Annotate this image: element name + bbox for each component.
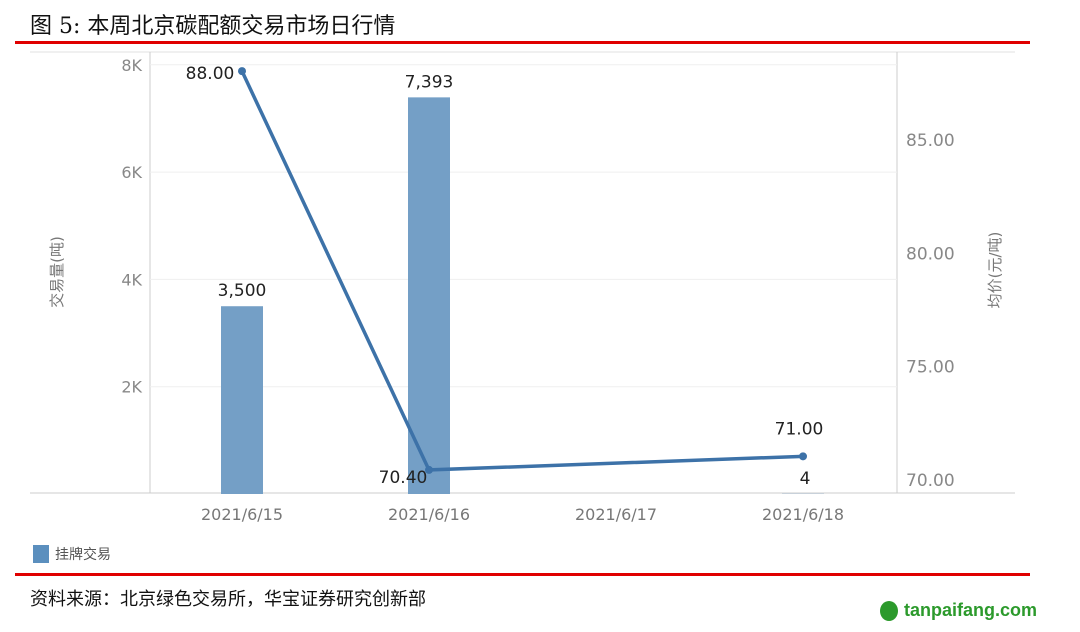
x-tick-label: 2021/6/18 [762, 505, 844, 524]
figure-title: 图 5: 本周北京碳配额交易市场日行情 [30, 14, 396, 39]
price-point [425, 465, 433, 474]
chart: 2K 4K 6K 8K 70.00 75.00 80.00 85.00 交易量(吨) 均价(元/吨… [30, 51, 1015, 524]
bottom-divider [15, 573, 1030, 576]
x-tick-label: 2021/6/17 [575, 505, 657, 524]
right-tick-label: 75.00 [906, 358, 955, 378]
left-tick-label: 6K [121, 163, 142, 182]
top-divider [15, 41, 1030, 44]
legend-swatch [33, 545, 49, 563]
bar-data-label: 7,393 [405, 72, 454, 92]
legend-label: 挂牌交易 [55, 547, 111, 563]
x-tick-label: 2021/6/16 [388, 505, 470, 524]
line-data-label: 88.00 [186, 64, 235, 84]
price-point [238, 67, 246, 76]
line-data-label: 71.00 [775, 419, 824, 439]
watermark-logo-icon [880, 600, 898, 621]
left-tick-label: 2K [121, 378, 142, 397]
right-axis-title: 均价(元/吨) [986, 232, 1004, 309]
price-line [240, 70, 804, 472]
left-tick-label: 8K [121, 56, 142, 75]
right-tick-label: 85.00 [906, 131, 955, 151]
price-point [799, 452, 807, 461]
legend: 挂牌交易 [33, 544, 111, 564]
watermark-text: tanpaifang.com [904, 600, 1038, 620]
source-note: 资料来源：北京绿色交易所，华宝证券研究创新部 [30, 589, 426, 610]
left-axis-title: 交易量(吨) [48, 236, 66, 308]
right-tick-label: 70.00 [906, 471, 955, 491]
line-data-label: 70.40 [379, 468, 428, 488]
bar [221, 306, 263, 494]
left-tick-label: 4K [121, 270, 142, 289]
bar-data-label: 3,500 [218, 281, 267, 301]
x-tick-label: 2021/6/15 [201, 505, 283, 524]
watermark: tanpaifang.com [880, 600, 1037, 621]
right-tick-label: 80.00 [906, 244, 955, 264]
bar [408, 97, 450, 495]
bar-data-label: 4 [800, 469, 811, 489]
